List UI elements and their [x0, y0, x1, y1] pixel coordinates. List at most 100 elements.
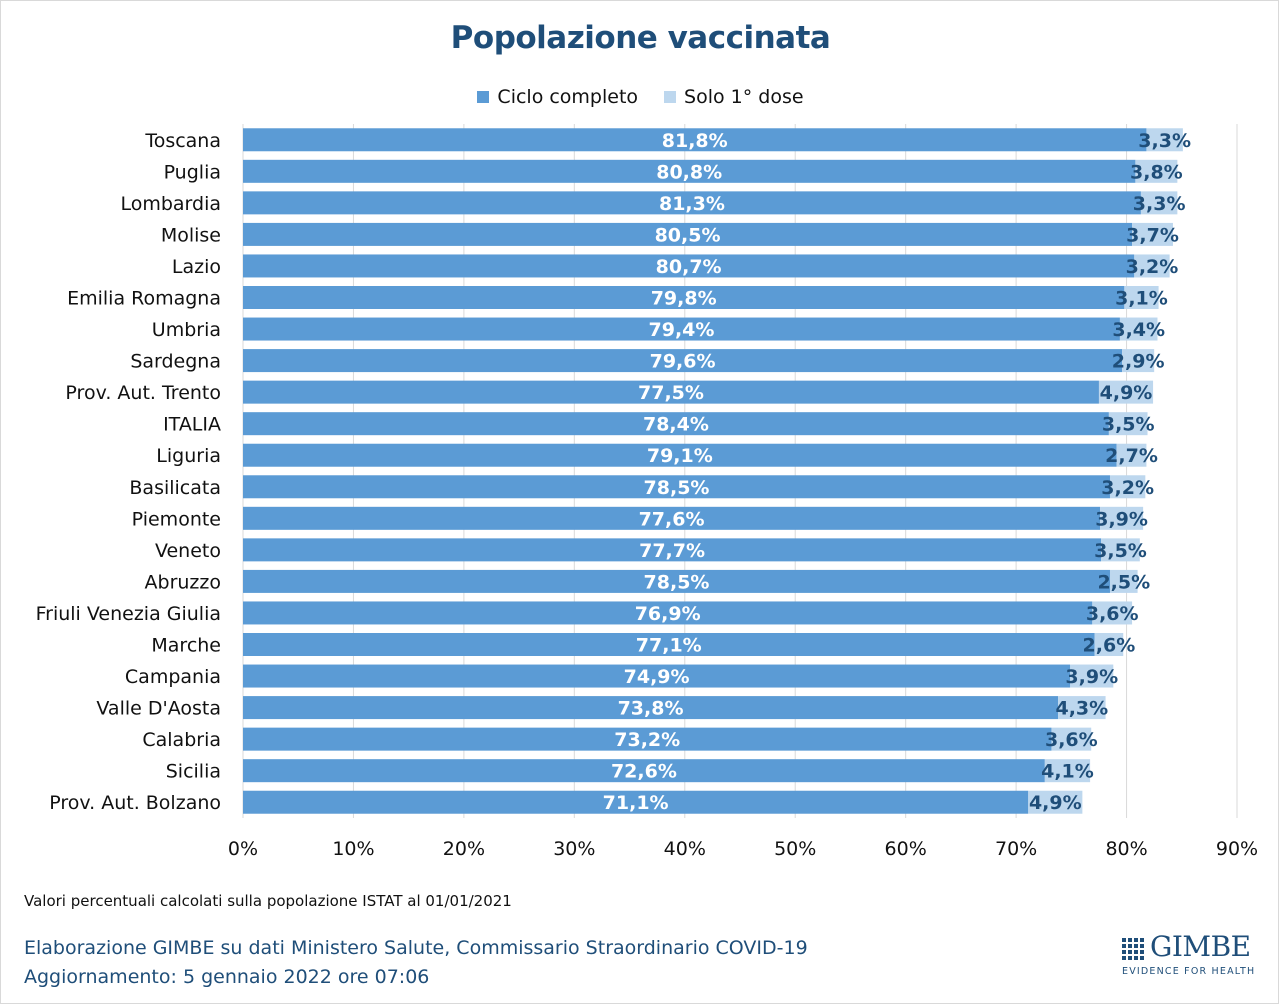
data-label-solo-prima-dose: 3,3%: [1138, 130, 1191, 152]
data-label-solo-prima-dose: 4,9%: [1100, 382, 1153, 404]
data-label-ciclo-completo: 80,8%: [656, 161, 722, 183]
category-label: Prov. Aut. Bolzano: [49, 792, 221, 814]
bar-ciclo-completo: [243, 412, 1109, 436]
bar-solo-prima-dose: [1058, 696, 1106, 720]
category-label: Emilia Romagna: [67, 288, 221, 310]
data-label-solo-prima-dose: 3,1%: [1115, 288, 1168, 310]
data-label-solo-prima-dose: 4,1%: [1041, 761, 1094, 783]
category-label: Marche: [151, 635, 221, 657]
category-label: Friuli Venezia Giulia: [36, 603, 221, 625]
data-label-solo-prima-dose: 2,7%: [1105, 445, 1158, 467]
bar-solo-prima-dose: [1094, 633, 1124, 656]
bar-ciclo-completo: [243, 191, 1141, 215]
data-label-solo-prima-dose: 3,3%: [1133, 193, 1186, 215]
bar-ciclo-completo: [243, 475, 1110, 499]
data-label-ciclo-completo: 78,4%: [643, 414, 709, 436]
category-label: Campania: [125, 666, 221, 688]
bar-solo-prima-dose: [1146, 128, 1183, 152]
bar-solo-prima-dose: [1135, 159, 1178, 183]
bar-ciclo-completo: [243, 222, 1133, 246]
bar-ciclo-completo: [243, 790, 1029, 814]
x-tick-label: 80%: [1105, 838, 1147, 860]
data-label-ciclo-completo: 77,1%: [636, 635, 702, 657]
category-label: Lombardia: [120, 193, 221, 215]
data-label-ciclo-completo: 71,1%: [603, 792, 669, 814]
bar-ciclo-completo: [243, 443, 1117, 467]
category-label: Umbria: [152, 319, 221, 341]
data-label-ciclo-completo: 77,5%: [638, 382, 704, 404]
category-label: Sicilia: [166, 761, 221, 783]
x-tick-label: 30%: [553, 838, 595, 860]
bar-solo-prima-dose: [1108, 412, 1148, 436]
data-label-solo-prima-dose: 3,2%: [1101, 477, 1154, 499]
data-label-ciclo-completo: 79,8%: [651, 288, 717, 310]
gimbe-logo-tagline: EVIDENCE FOR HEALTH: [1122, 966, 1256, 977]
data-label-ciclo-completo: 74,9%: [624, 666, 690, 688]
category-label: Toscana: [144, 130, 221, 152]
legend-swatch-solo-prima-dose: [664, 91, 677, 103]
bar-solo-prima-dose: [1116, 443, 1147, 467]
category-label: Molise: [161, 224, 221, 246]
bar-solo-prima-dose: [1100, 506, 1144, 530]
bar-chart: 0% 10% 20% 30% 40% 50% 60% 70% 80% 90% Toscana 81,8…: [36, 124, 1258, 860]
bar-ciclo-completo: [243, 601, 1093, 625]
data-label-ciclo-completo: 80,5%: [655, 224, 721, 246]
data-label-ciclo-completo: 79,6%: [650, 351, 716, 373]
category-label: Piemonte: [132, 508, 221, 530]
data-label-ciclo-completo: 81,3%: [659, 193, 725, 215]
data-label-solo-prima-dose: 3,9%: [1095, 508, 1148, 530]
bar-ciclo-completo: [243, 317, 1120, 341]
data-label-solo-prima-dose: 2,9%: [1112, 351, 1165, 373]
data-label-ciclo-completo: 72,6%: [611, 761, 677, 783]
source-line-2: Aggiornamento: 5 gennaio 2022 ore 07:06: [24, 966, 430, 988]
data-label-ciclo-completo: 77,7%: [639, 540, 705, 562]
data-label-solo-prima-dose: 2,6%: [1083, 635, 1136, 657]
bar-ciclo-completo: [243, 664, 1071, 688]
x-tick-label: 70%: [995, 838, 1037, 860]
data-label-ciclo-completo: 78,5%: [644, 571, 710, 593]
x-tick-label: 10%: [332, 838, 374, 860]
x-tick-label: 20%: [443, 838, 485, 860]
bar-ciclo-completo: [243, 538, 1102, 562]
bar-solo-prima-dose: [1109, 475, 1146, 499]
data-label-solo-prima-dose: 3,5%: [1094, 540, 1147, 562]
data-label-solo-prima-dose: 3,9%: [1065, 666, 1118, 688]
category-label: Calabria: [142, 729, 221, 751]
chart-title: Popolazione vaccinata: [450, 20, 831, 56]
data-label-solo-prima-dose: 4,9%: [1029, 792, 1082, 814]
legend-item-solo-prima-dose: Solo 1° dose: [664, 86, 804, 108]
x-tick-label: 0%: [228, 838, 258, 860]
category-label: Sardegna: [130, 351, 221, 373]
data-label-solo-prima-dose: 3,6%: [1045, 729, 1098, 751]
bar-solo-prima-dose: [1132, 222, 1173, 246]
data-label-solo-prima-dose: 3,6%: [1086, 603, 1139, 625]
x-tick-label: 90%: [1216, 838, 1258, 860]
data-label-solo-prima-dose: 3,7%: [1126, 224, 1179, 246]
legend-item-ciclo-completo: Ciclo completo: [477, 86, 638, 108]
data-label-solo-prima-dose: 4,3%: [1055, 698, 1108, 720]
bar-solo-prima-dose: [1028, 790, 1083, 814]
legend-label-solo-prima-dose: Solo 1° dose: [684, 86, 804, 108]
data-label-ciclo-completo: 76,9%: [635, 603, 701, 625]
category-label: Valle D'Aosta: [96, 698, 221, 720]
bar-solo-prima-dose: [1044, 759, 1091, 783]
bar-ciclo-completo: [243, 633, 1095, 656]
bar-solo-prima-dose: [1092, 601, 1133, 625]
bar-solo-prima-dose: [1101, 538, 1140, 562]
bar-solo-prima-dose: [1122, 349, 1155, 373]
data-label-solo-prima-dose: 2,5%: [1097, 571, 1150, 593]
bar-ciclo-completo: [243, 506, 1101, 530]
bar-ciclo-completo: [243, 727, 1052, 751]
x-tick-label: 50%: [774, 838, 816, 860]
data-label-ciclo-completo: 79,4%: [649, 319, 715, 341]
source-credits: Elaborazione GIMBE su dati Ministero Sal…: [24, 934, 808, 992]
bar-solo-prima-dose: [1119, 317, 1158, 341]
bar-ciclo-completo: [243, 128, 1147, 152]
chart-legend: Ciclo completo Solo 1° dose: [0, 86, 1281, 108]
gimbe-logo: GIMBE EVIDENCE FOR HEALTH: [1120, 930, 1254, 978]
legend-label-ciclo-completo: Ciclo completo: [497, 86, 639, 108]
bar-solo-prima-dose: [1051, 727, 1092, 751]
bar-ciclo-completo: [243, 569, 1110, 593]
data-label-solo-prima-dose: 3,2%: [1126, 256, 1179, 278]
